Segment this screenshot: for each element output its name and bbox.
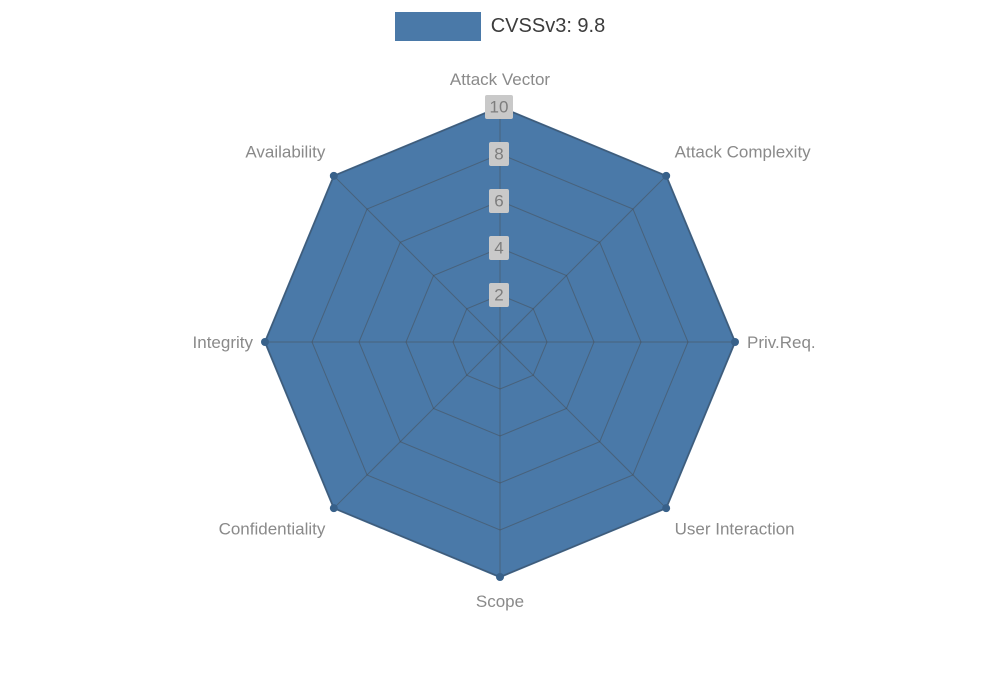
axis-label: Scope — [476, 592, 524, 611]
legend-label: CVSSv3: 9.8 — [490, 15, 606, 37]
grid-ring — [311, 153, 689, 531]
grid-spoke — [499, 175, 667, 343]
axis-label: User Interaction — [675, 520, 795, 539]
tick-box — [489, 283, 509, 307]
series-point — [662, 171, 671, 180]
grid-spoke — [499, 341, 667, 509]
tick-box — [489, 189, 509, 213]
grid-ring — [405, 247, 595, 437]
chart-legend: CVSSv3: 9.8 — [0, 12, 1000, 41]
grid-ring — [358, 200, 642, 484]
tick-box — [489, 142, 509, 166]
legend-swatch — [394, 12, 481, 41]
tick-label: 4 — [494, 239, 503, 258]
series-point — [662, 504, 671, 513]
series-point — [496, 573, 504, 581]
tick-box — [485, 95, 513, 119]
tick-box — [489, 236, 509, 260]
grid-spoke — [333, 175, 501, 343]
axis-label: Priv.Req. — [747, 333, 816, 352]
axis-label: Availability — [245, 142, 326, 161]
axis-label: Attack Complexity — [675, 142, 812, 161]
grid-spoke — [333, 341, 501, 509]
axis-label: Attack Vector — [450, 70, 550, 89]
tick-label: 2 — [494, 286, 503, 305]
axis-label: Integrity — [193, 333, 254, 352]
axis-label: Confidentiality — [219, 520, 326, 539]
series-point — [731, 338, 739, 346]
series-point — [261, 338, 269, 346]
tick-label: 10 — [490, 98, 509, 117]
tick-label: 6 — [494, 192, 503, 211]
series-point — [329, 504, 338, 513]
grid-ring — [452, 294, 548, 390]
tick-label: 8 — [494, 145, 503, 164]
series-point — [329, 171, 338, 180]
